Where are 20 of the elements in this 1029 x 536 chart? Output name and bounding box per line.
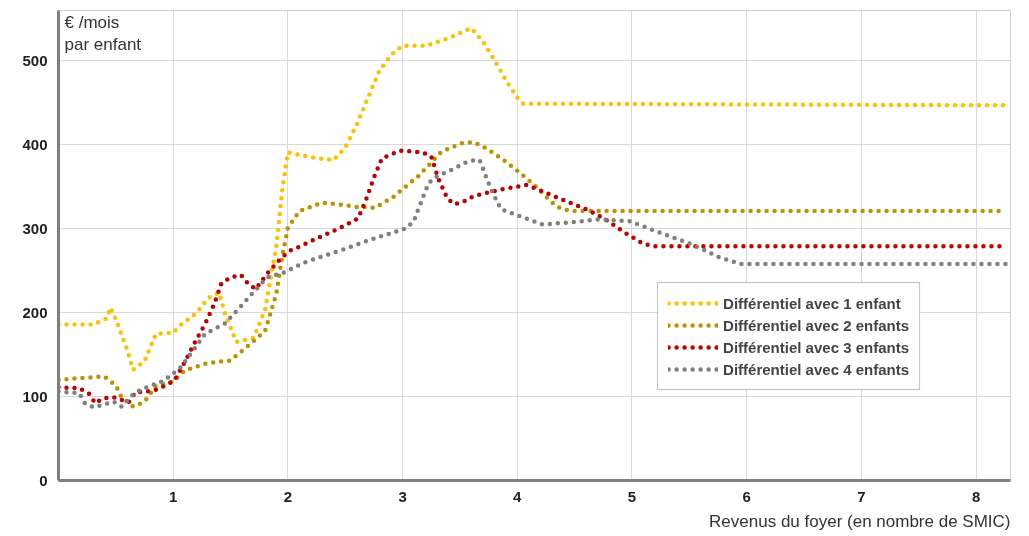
x-tick-label: 4: [513, 487, 523, 505]
x-tick-label: 2: [283, 487, 293, 505]
legend-label: Différentiel avec 1 enfant: [723, 294, 901, 312]
x-tick-label: 3: [398, 487, 407, 505]
y-tick-label: 500: [22, 51, 48, 69]
x-tick-label: 1: [169, 487, 178, 505]
x-axis-title: Revenus du foyer (en nombre de SMIC): [709, 511, 1011, 531]
legend-label: Différentiel avec 3 enfants: [723, 338, 909, 356]
x-tick-label: 6: [742, 487, 751, 505]
legend-label: Différentiel avec 4 enfants: [723, 360, 909, 378]
x-tick-label: 8: [971, 487, 981, 505]
legend-label: Différentiel avec 2 enfants: [723, 316, 909, 334]
y-tick-label: 300: [22, 219, 48, 237]
y-axis-title: € /mois par enfant: [64, 12, 142, 55]
x-tick-label: 5: [627, 487, 637, 505]
y-tick-label: 400: [22, 135, 48, 153]
y-tick-label: 100: [22, 387, 48, 405]
x-tick-label: 7: [857, 487, 866, 505]
y-tick-label: 0: [39, 471, 48, 489]
y-tick-label: 200: [22, 303, 48, 321]
